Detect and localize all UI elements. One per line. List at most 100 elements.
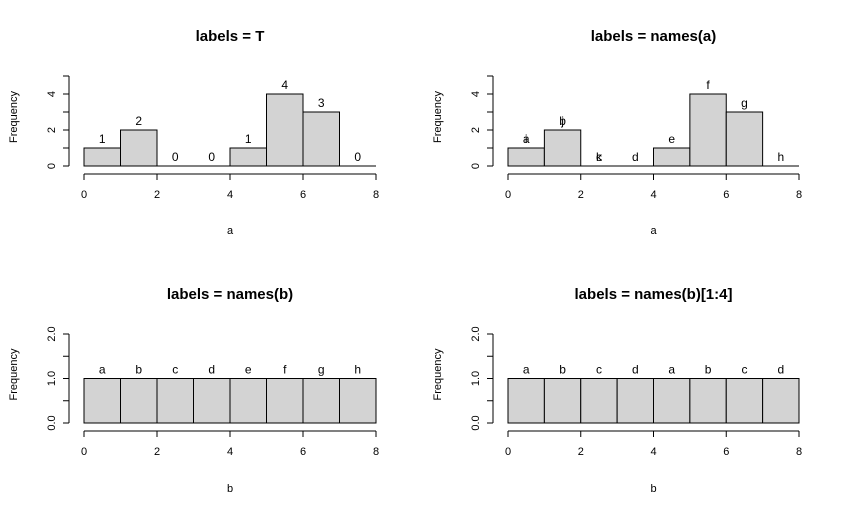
- bar-label: f: [706, 78, 710, 92]
- histogram-bar: [83, 147, 121, 167]
- y-tick-label: 2: [46, 127, 58, 133]
- histogram-bar: [229, 147, 267, 167]
- histogram-bar: [653, 147, 691, 167]
- y-tick-label: 2.0: [46, 326, 58, 341]
- y-axis-title: Frequency: [8, 348, 20, 400]
- bar-label: a: [99, 363, 106, 377]
- histogram-bar: [266, 93, 304, 167]
- bar-label: 2: [135, 114, 142, 128]
- x-tick-label: 4: [650, 189, 656, 201]
- x-tick-label: 4: [227, 189, 233, 201]
- y-axis-title: Frequency: [432, 348, 444, 400]
- histogram-bar: [120, 378, 158, 424]
- bar-label: d: [208, 363, 215, 377]
- y-tick-label: 0.0: [46, 415, 58, 430]
- panel-title: labels = T: [196, 28, 265, 45]
- y-tick-label: 1.0: [46, 371, 58, 386]
- bar-label: a: [523, 363, 530, 377]
- x-axis-title: b: [227, 483, 233, 495]
- panel-title: labels = names(b)[1:4]: [575, 286, 733, 303]
- bar-label: c: [172, 363, 178, 377]
- x-tick-label: 4: [650, 446, 656, 458]
- y-tick-label: 2.0: [470, 326, 482, 341]
- x-tick-label: 2: [154, 446, 160, 458]
- y-tick-label: 0: [470, 163, 482, 169]
- bar-label: h: [777, 150, 784, 164]
- histogram-bar: [507, 378, 545, 424]
- bar-label: a: [668, 363, 675, 377]
- bar-label: b: [559, 114, 566, 128]
- y-tick-label: 4: [470, 91, 482, 97]
- y-tick-label: 0: [46, 163, 58, 169]
- y-tick-label: 1.0: [470, 371, 482, 386]
- x-tick-label: 0: [81, 446, 87, 458]
- histogram-bar: [762, 378, 800, 424]
- panel-title: labels = names(a): [591, 28, 716, 45]
- x-axis-title: a: [227, 225, 234, 237]
- bar-label-overprint: j: [560, 114, 564, 128]
- bar-label: 0: [172, 150, 179, 164]
- bar-label: d: [777, 363, 784, 377]
- bar-label-overprint: i: [525, 132, 528, 146]
- x-axis-title: b: [650, 483, 656, 495]
- histogram-bar: [193, 378, 231, 424]
- x-tick-label: 2: [578, 446, 584, 458]
- bar-label: a: [523, 132, 530, 146]
- bar-label: g: [318, 363, 325, 377]
- bar-label: d: [632, 150, 639, 164]
- histogram-bar: [120, 129, 158, 167]
- histogram-bar: [156, 378, 194, 424]
- bar-label-overprint: k: [596, 150, 603, 164]
- histogram-bar: [302, 111, 340, 167]
- y-axis-title: Frequency: [8, 91, 20, 143]
- bar-label: 0: [354, 150, 361, 164]
- histogram-bar: [229, 378, 267, 424]
- histogram-bar: [653, 378, 691, 424]
- x-tick-label: 8: [373, 446, 379, 458]
- bar-label: c: [596, 363, 602, 377]
- histogram-panel-2: labels = names(a) a b c d e f g h i j k 0 2 4 6 8 0 2 4 a Fre…: [432, 28, 802, 237]
- bar-label: 3: [318, 96, 325, 110]
- x-tick-label: 6: [300, 189, 306, 201]
- x-tick-label: 4: [227, 446, 233, 458]
- bar-label: 0: [208, 150, 215, 164]
- x-tick-label: 0: [505, 189, 511, 201]
- histogram-bar: [543, 378, 582, 424]
- x-tick-label: 0: [81, 189, 87, 201]
- x-tick-label: 2: [578, 189, 584, 201]
- histogram-bar: [339, 378, 377, 424]
- bar-label: b: [135, 363, 142, 377]
- histogram-bar: [580, 378, 618, 424]
- bar-label: h: [354, 363, 361, 377]
- histogram-bar: [302, 378, 340, 424]
- bar-label: b: [705, 363, 712, 377]
- x-axis-title: a: [650, 225, 657, 237]
- x-tick-label: 6: [300, 446, 306, 458]
- x-tick-label: 6: [723, 189, 729, 201]
- histogram-bar: [689, 93, 727, 167]
- histogram-bar: [266, 378, 304, 424]
- histogram-panel-3: labels = names(b) a b c d e f g h 0 2 4 6 8 0.0 1.0 2.0 b…: [8, 286, 379, 495]
- y-axis-title: Frequency: [432, 91, 444, 143]
- bar-label: 1: [245, 132, 252, 146]
- panel-title: labels = names(b): [167, 286, 293, 303]
- bar-label: g: [741, 96, 748, 110]
- bar-label: f: [283, 363, 287, 377]
- bar-label: d: [632, 363, 639, 377]
- histogram-panel-4: labels = names(b)[1:4] a b c d a b c d 0 2 4 6 8 0.0 1.…: [432, 286, 802, 495]
- bar-label: e: [668, 132, 675, 146]
- y-tick-label: 4: [46, 91, 58, 97]
- y-tick-label: 0.0: [470, 415, 482, 430]
- x-tick-label: 8: [796, 189, 802, 201]
- bar-label: e: [245, 363, 252, 377]
- x-tick-label: 6: [723, 446, 729, 458]
- histogram-bar: [725, 111, 764, 167]
- bar-label: 4: [281, 78, 288, 92]
- histogram-bar: [616, 378, 654, 424]
- bar-label: c: [596, 150, 602, 164]
- histogram-bar: [83, 378, 121, 424]
- x-tick-label: 8: [796, 446, 802, 458]
- histogram-bar: [543, 129, 582, 167]
